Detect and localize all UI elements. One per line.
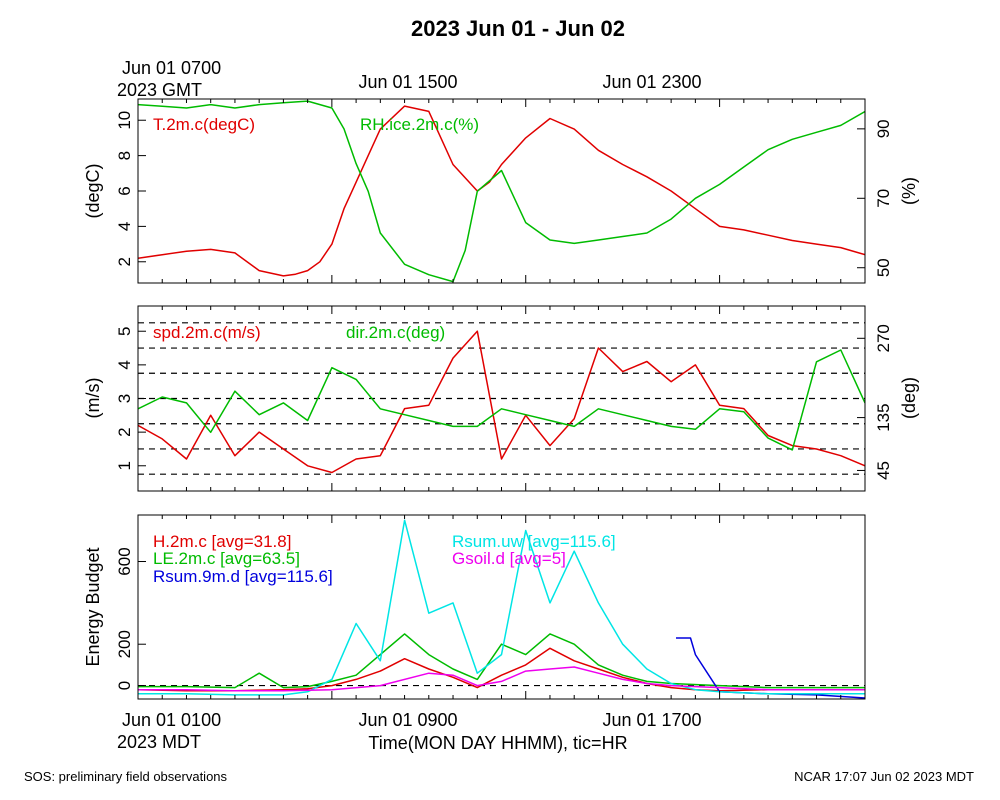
- y-tick-label-right-50: 50: [874, 258, 893, 277]
- panel-3-ticks: 0 200 600: [115, 515, 866, 699]
- top-time-label-1-line1: Jun 01 0700: [122, 58, 221, 78]
- panel-2-lines: [138, 330, 865, 474]
- bottom-time-label-2: Jun 01 0900: [358, 710, 457, 730]
- footer-right: NCAR 17:07 Jun 02 2023 MDT: [794, 769, 974, 784]
- legend-gsoil: Gsoil.d [avg=5]: [452, 549, 566, 568]
- y-tick-label-left-3: 3: [115, 394, 134, 403]
- y-tick-label-right-135: 135: [874, 403, 893, 431]
- panel-1-ylabel-left: (degC): [83, 163, 103, 218]
- y-tick-label-left-0: 0: [115, 681, 134, 690]
- top-time-label-1-line2: 2023 GMT: [117, 80, 202, 100]
- series-line-2-1: [138, 633, 865, 689]
- panel-2-ylabel-right: (deg): [899, 377, 919, 419]
- y-tick-label-left-6: 6: [115, 186, 134, 195]
- y-tick-label-right-270: 270: [874, 324, 893, 352]
- panel-2-grid: [138, 322, 865, 475]
- panel-temperature-rh: 2 4 6 8 10 50 70 90 (degC) (%) T.2m.c(degC) RH.…: [83, 98, 919, 284]
- y-tick-label-left-2: 2: [115, 257, 134, 266]
- chart-title: 2023 Jun 01 - Jun 02: [411, 16, 625, 41]
- legend-h2m: H.2m.c [avg=31.8]: [153, 532, 291, 551]
- bottom-time-label-1-line1: Jun 01 0100: [122, 710, 221, 730]
- y-tick-label-left-4: 4: [115, 360, 134, 369]
- panel-1-ticks: 2 4 6 8 10 50 70 90: [115, 99, 893, 283]
- bottom-time-label-3: Jun 01 1700: [602, 710, 701, 730]
- y-tick-label-left-8: 8: [115, 151, 134, 160]
- legend-rsum-uw: Rsum.uw [avg=115.6]: [452, 532, 616, 551]
- panel-2-ylabel-left: (m/s): [83, 378, 103, 419]
- legend-le2m: LE.2m.c [avg=63.5]: [153, 549, 300, 568]
- y-tick-label-left-600: 600: [115, 547, 134, 575]
- y-tick-label-right-45: 45: [874, 461, 893, 480]
- panel-3-lines: [138, 519, 865, 699]
- y-tick-label-left-2: 2: [115, 427, 134, 436]
- series-line-1-1: [138, 349, 865, 451]
- y-tick-label-right-90: 90: [874, 119, 893, 138]
- series-line-0-1: [138, 100, 865, 283]
- series-line-2-3: [138, 519, 865, 696]
- panel-1-ylabel-right: (%): [899, 177, 919, 205]
- series-line-0-0: [138, 105, 865, 277]
- y-tick-label-left-5: 5: [115, 326, 134, 335]
- legend-dir: dir.2m.c(deg): [346, 323, 445, 342]
- legend-rh-ice: RH.ice.2m.c(%): [360, 115, 479, 134]
- series-line-1-0: [138, 330, 865, 474]
- y-tick-label-left-200: 200: [115, 630, 134, 658]
- x-axis-label: Time(MON DAY HHMM), tic=HR: [368, 733, 627, 753]
- bottom-time-label-1-line2: 2023 MDT: [117, 732, 201, 752]
- legend-spd: spd.2m.c(m/s): [153, 323, 261, 342]
- legend-t2m: T.2m.c(degC): [153, 115, 255, 134]
- footer-left: SOS: preliminary field observations: [24, 769, 228, 784]
- y-tick-label-left-1: 1: [115, 461, 134, 470]
- panel-1-lines: [138, 100, 865, 283]
- y-tick-label-left-4: 4: [115, 222, 134, 231]
- legend-rsum9m: Rsum.9m.d [avg=115.6]: [153, 567, 333, 586]
- top-time-label-3: Jun 01 2300: [602, 72, 701, 92]
- y-tick-label-left-10: 10: [115, 111, 134, 130]
- top-time-label-2: Jun 01 1500: [358, 72, 457, 92]
- panel-3-ylabel: Energy Budget: [83, 547, 103, 666]
- series-line-2-4: [138, 666, 865, 692]
- y-tick-label-right-70: 70: [874, 189, 893, 208]
